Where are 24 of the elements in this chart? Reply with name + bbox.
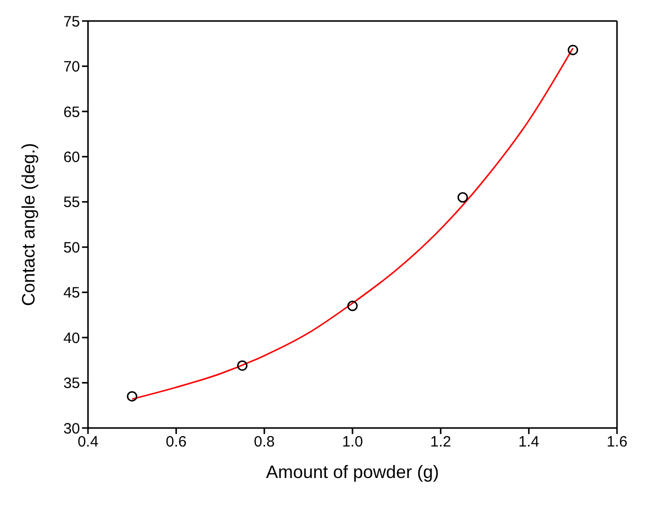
x-axis-title: Amount of powder (g) bbox=[266, 462, 440, 482]
point bbox=[568, 44, 578, 56]
x-tick-label: 0.6 bbox=[166, 434, 187, 451]
point bbox=[457, 192, 468, 203]
point bbox=[347, 300, 358, 312]
x-tick-label: 0.8 bbox=[254, 434, 275, 451]
y-tick-label: 40 bbox=[63, 330, 80, 347]
y-tick-label: 30 bbox=[63, 420, 80, 438]
x-tick-label: 1.6 bbox=[606, 434, 628, 451]
y-tick-label: 75 bbox=[63, 13, 80, 30]
y-tick-label: 55 bbox=[63, 194, 80, 212]
y-tick-label: 50 bbox=[63, 239, 80, 256]
x-tick-label: 1.4 bbox=[518, 434, 540, 451]
y-tick-label: 45 bbox=[63, 284, 80, 302]
y-tick-label: 70 bbox=[63, 58, 80, 76]
y-tick-label: 65 bbox=[63, 104, 80, 121]
y-tick-label: 60 bbox=[63, 148, 80, 166]
y-tick-label: 35 bbox=[63, 375, 80, 392]
y-axis-title: Contact angle (deg.) bbox=[18, 142, 38, 306]
point bbox=[237, 360, 248, 371]
x-tick-label: 1.2 bbox=[430, 434, 452, 451]
x-tick-label: 0.4 bbox=[78, 434, 98, 451]
point bbox=[126, 391, 138, 402]
x-tick-label: 1.0 bbox=[342, 434, 363, 451]
